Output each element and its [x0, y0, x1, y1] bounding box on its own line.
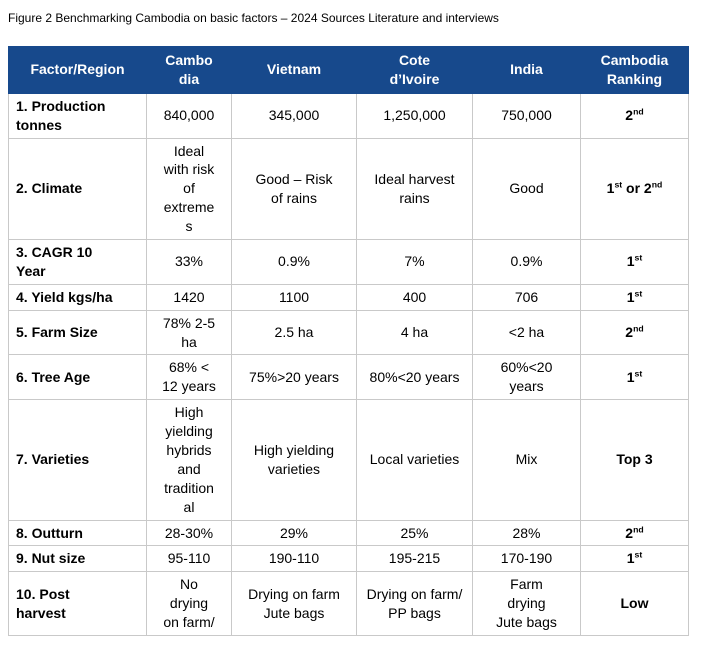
- cote_divoire-cell: 7%: [356, 239, 473, 285]
- ranking-cell: 2nd: [580, 519, 689, 547]
- cambodia-cell: 28-30%: [146, 519, 232, 547]
- vietnam-cell: 190-110: [231, 545, 357, 573]
- india-cell: 750,000: [472, 92, 581, 139]
- ranking-cell: 1st: [580, 283, 689, 311]
- vietnam-cell: 29%: [231, 519, 357, 547]
- table-body: 1. Production tonnes 840,000 345,000 1,250,…: [8, 92, 689, 637]
- benchmark-table: Factor/Region Cambo dia Vietnam Cote d’Ivoi…: [8, 46, 689, 637]
- cambodia-cell: 78% 2-5 ha: [146, 309, 232, 356]
- factor-cell: 2. Climate: [8, 137, 147, 241]
- cambodia-cell: 68% < 12 years: [146, 354, 232, 401]
- table-row: 6. Tree Age 68% < 12 years 75%>20 years 80%…: [8, 354, 689, 401]
- table-row: 7. Varieties High yielding hybrids and tr…: [8, 399, 689, 521]
- cote_divoire-cell: 25%: [356, 519, 473, 547]
- vietnam-cell: 0.9%: [231, 239, 357, 285]
- india-cell: 28%: [472, 519, 581, 547]
- ranking-cell: 1st: [580, 354, 689, 401]
- table-row: 1. Production tonnes 840,000 345,000 1,250,…: [8, 92, 689, 139]
- cambodia-cell: Ideal with risk of extreme s: [146, 137, 232, 241]
- ranking-cell: Low: [580, 571, 689, 637]
- ranking-cell: Top 3: [580, 399, 689, 521]
- cote_divoire-cell: Local varieties: [356, 399, 473, 521]
- header-cell-vietnam: Vietnam: [231, 46, 357, 94]
- figure-title: Figure 2 Benchmarking Cambodia on basic …: [8, 11, 499, 25]
- table-row: 9. Nut size 95-110 190-110 195-215 170-190 1s…: [8, 545, 689, 573]
- cote_divoire-cell: Ideal harvest rains: [356, 137, 473, 241]
- cambodia-cell: No drying on farm/: [146, 571, 232, 637]
- table-row: 5. Farm Size 78% 2-5 ha 2.5 ha 4 ha <2 ha 2nd: [8, 309, 689, 356]
- factor-cell: 4. Yield kgs/ha: [8, 283, 147, 311]
- table-row: 10. Post harvest No drying on farm/Drying…: [8, 571, 689, 637]
- vietnam-cell: 75%>20 years: [231, 354, 357, 401]
- cambodia-cell: 840,000: [146, 92, 232, 139]
- india-cell: <2 ha: [472, 309, 581, 356]
- table-row: 8. Outturn 28-30% 29% 25% 28% 2nd: [8, 519, 689, 547]
- vietnam-cell: Drying on farm Jute bags: [231, 571, 357, 637]
- factor-cell: 10. Post harvest: [8, 571, 147, 637]
- ranking-cell: 2nd: [580, 92, 689, 139]
- vietnam-cell: 1100: [231, 283, 357, 311]
- factor-cell: 7. Varieties: [8, 399, 147, 521]
- factor-cell: 3. CAGR 10 Year: [8, 239, 147, 285]
- vietnam-cell: 2.5 ha: [231, 309, 357, 356]
- header-cell-cambodia: Cambo dia: [146, 46, 232, 94]
- ranking-cell: 1st: [580, 545, 689, 573]
- ranking-cell: 1st: [580, 239, 689, 285]
- vietnam-cell: 345,000: [231, 92, 357, 139]
- header-cell-ranking: Cambodia Ranking: [580, 46, 689, 94]
- table-header: Factor/Region Cambo dia Vietnam Cote d’Ivoi…: [8, 46, 689, 94]
- cote_divoire-cell: 400: [356, 283, 473, 311]
- header-cell-factor: Factor/Region: [8, 46, 147, 94]
- india-cell: Farm drying Jute bags: [472, 571, 581, 637]
- india-cell: Good: [472, 137, 581, 241]
- india-cell: 0.9%: [472, 239, 581, 285]
- factor-cell: 1. Production tonnes: [8, 92, 147, 139]
- cambodia-cell: High yielding hybrids and tradition al: [146, 399, 232, 521]
- cote_divoire-cell: 4 ha: [356, 309, 473, 356]
- header-cell-india: India: [472, 46, 581, 94]
- india-cell: Mix: [472, 399, 581, 521]
- cote_divoire-cell: 195-215: [356, 545, 473, 573]
- cote_divoire-cell: 1,250,000: [356, 92, 473, 139]
- ranking-cell: 1st or 2nd: [580, 137, 689, 241]
- table-row: 2. Climate Ideal with risk of extreme s Go…: [8, 137, 689, 241]
- india-cell: 60%<20 years: [472, 354, 581, 401]
- cambodia-cell: 1420: [146, 283, 232, 311]
- cambodia-cell: 95-110: [146, 545, 232, 573]
- header-cell-cote_divoire: Cote d’Ivoire: [356, 46, 473, 94]
- ranking-cell: 2nd: [580, 309, 689, 356]
- factor-cell: 5. Farm Size: [8, 309, 147, 356]
- cambodia-cell: 33%: [146, 239, 232, 285]
- table-row: 3. CAGR 10 Year 33% 0.9% 7% 0.9% 1st: [8, 239, 689, 285]
- header-row: Factor/Region Cambo dia Vietnam Cote d’Ivoi…: [8, 46, 689, 94]
- factor-cell: 6. Tree Age: [8, 354, 147, 401]
- cote_divoire-cell: Drying on farm/ PP bags: [356, 571, 473, 637]
- table-row: 4. Yield kgs/ha 1420 1100 400 706 1st: [8, 283, 689, 311]
- factor-cell: 8. Outturn: [8, 519, 147, 547]
- india-cell: 706: [472, 283, 581, 311]
- cote_divoire-cell: 80%<20 years: [356, 354, 473, 401]
- india-cell: 170-190: [472, 545, 581, 573]
- vietnam-cell: High yielding varieties: [231, 399, 357, 521]
- factor-cell: 9. Nut size: [8, 545, 147, 573]
- vietnam-cell: Good – Risk of rains: [231, 137, 357, 241]
